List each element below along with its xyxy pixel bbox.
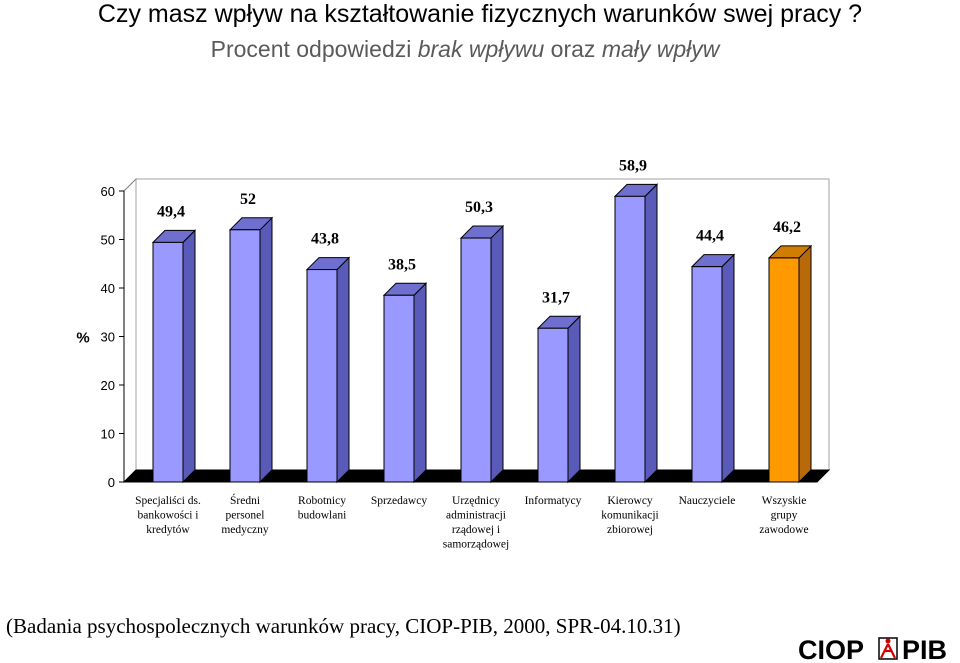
bar-group bbox=[382, 282, 428, 484]
y-tick-label: 30 bbox=[101, 330, 115, 345]
x-tick-label-line: Nauczyciele bbox=[679, 495, 736, 507]
bar-group bbox=[767, 244, 813, 484]
x-tick-label-line: zawodowe bbox=[759, 524, 808, 536]
bar bbox=[537, 327, 569, 483]
x-tick-label-line: budowlani bbox=[298, 510, 347, 522]
y-tick-label: 60 bbox=[101, 184, 115, 199]
bar-group bbox=[690, 253, 736, 484]
source-note: (Badania psychospolecznych warunków prac… bbox=[6, 614, 681, 638]
x-tick-label: Informatycy bbox=[525, 495, 582, 507]
x-tick-label-line: bankowości i bbox=[137, 510, 198, 522]
y-tick-label: 50 bbox=[101, 233, 115, 248]
data-label: 44,4 bbox=[696, 228, 724, 245]
x-tick-label-line: Specjaliści ds. bbox=[135, 495, 201, 507]
subtitle-emphasis-1: brak wpływu bbox=[417, 36, 545, 62]
x-tick-label: Sprzedawcy bbox=[371, 495, 427, 507]
bar bbox=[768, 257, 800, 483]
x-tick-label-line: personel bbox=[226, 510, 265, 522]
data-label: 46,2 bbox=[773, 219, 801, 236]
x-tick-label-line: rządowej i bbox=[452, 524, 500, 536]
bar-side bbox=[798, 244, 812, 484]
y-tick-label: 20 bbox=[101, 378, 115, 393]
x-tick-label-line: Informatycy bbox=[525, 495, 582, 507]
y-tick-label: 40 bbox=[101, 281, 115, 296]
x-tick-label: Specjaliści ds. bankowości i kredytów bbox=[135, 495, 201, 536]
data-label: 49,4 bbox=[157, 203, 185, 220]
data-label: 50,3 bbox=[465, 199, 493, 216]
bar bbox=[306, 269, 338, 483]
bar-side bbox=[182, 229, 196, 484]
subtitle-mid: oraz bbox=[544, 36, 602, 62]
x-tick-label: Średni personel medyczny bbox=[221, 493, 269, 536]
x-tick-label: Robotnicy budowlani bbox=[298, 495, 347, 522]
logo-ciop-text: CIOP bbox=[798, 635, 864, 662]
bar-side bbox=[259, 216, 273, 484]
chart-subtitle: Procent odpowiedzi brak wpływu oraz mały… bbox=[0, 36, 930, 63]
x-tick-label-line: administracji bbox=[446, 510, 506, 522]
x-tick-label-line: Wszyskie bbox=[762, 495, 807, 507]
x-tick-label-line: kredytów bbox=[146, 524, 190, 536]
bar-group bbox=[151, 229, 197, 484]
data-label: 52 bbox=[240, 191, 256, 208]
x-tick-label: Nauczyciele bbox=[679, 495, 736, 507]
x-tick-label-line: medyczny bbox=[221, 524, 269, 536]
logo-emblem-icon bbox=[878, 637, 898, 660]
bar-group bbox=[459, 224, 505, 484]
x-tick-label-line: grupy bbox=[771, 510, 798, 522]
chart-title: Czy masz wpływ na kształtowanie fizyczny… bbox=[97, 0, 863, 28]
bar-group bbox=[305, 256, 351, 484]
x-tick-label-line: Sprzedawcy bbox=[371, 495, 427, 507]
bar-side bbox=[336, 256, 350, 484]
bar bbox=[152, 241, 184, 483]
subtitle-prefix: Procent odpowiedzi bbox=[210, 36, 418, 62]
logo-pib-text: PIB bbox=[902, 635, 947, 662]
bar bbox=[691, 266, 723, 483]
x-tick-label-line: Kierowcy bbox=[607, 495, 653, 507]
bar bbox=[460, 237, 492, 483]
bar-side bbox=[567, 315, 581, 484]
bar-group bbox=[536, 315, 582, 484]
bar bbox=[383, 294, 415, 483]
x-tick-label-line: Średni bbox=[230, 493, 260, 507]
x-tick-label-line: komunikacji bbox=[601, 510, 659, 522]
x-tick-label: Kierowcy komunikacji zbiorowej bbox=[601, 495, 659, 536]
bar-side bbox=[413, 282, 427, 484]
bar-side bbox=[721, 253, 735, 484]
x-tick-label: Urzędnicy administracji rządowej i samorząd… bbox=[443, 495, 509, 551]
bar bbox=[614, 195, 646, 483]
data-label: 31,7 bbox=[542, 289, 570, 306]
y-tick-label: 10 bbox=[101, 427, 115, 442]
x-tick-label-line: zbiorowej bbox=[607, 524, 653, 536]
bar bbox=[229, 229, 261, 483]
x-tick-label: Wszyskie grupy zawodowe bbox=[759, 495, 808, 536]
x-tick-label-line: samorządowej bbox=[443, 539, 509, 551]
bar-side bbox=[644, 183, 658, 484]
subtitle-emphasis-2: mały wpływ bbox=[601, 36, 720, 62]
data-label: 38,5 bbox=[388, 256, 416, 273]
x-tick-label-line: Urzędnicy bbox=[452, 495, 500, 507]
y-axis-label: % bbox=[76, 330, 89, 347]
x-tick-label-line: Robotnicy bbox=[298, 495, 346, 507]
bar-side bbox=[490, 224, 504, 484]
bar-group bbox=[613, 183, 659, 484]
data-label: 43,8 bbox=[311, 231, 339, 248]
left-wall bbox=[123, 177, 137, 484]
bar-chart: 0 10 20 30 40 50 60% 49,4 Specjaliści ds. bankowo… bbox=[76, 157, 831, 551]
y-tick-label: 0 bbox=[108, 475, 115, 490]
data-label: 58,9 bbox=[619, 157, 647, 174]
ciop-pib-logo: CIOP PIB bbox=[798, 635, 947, 662]
bar-group bbox=[228, 216, 274, 484]
